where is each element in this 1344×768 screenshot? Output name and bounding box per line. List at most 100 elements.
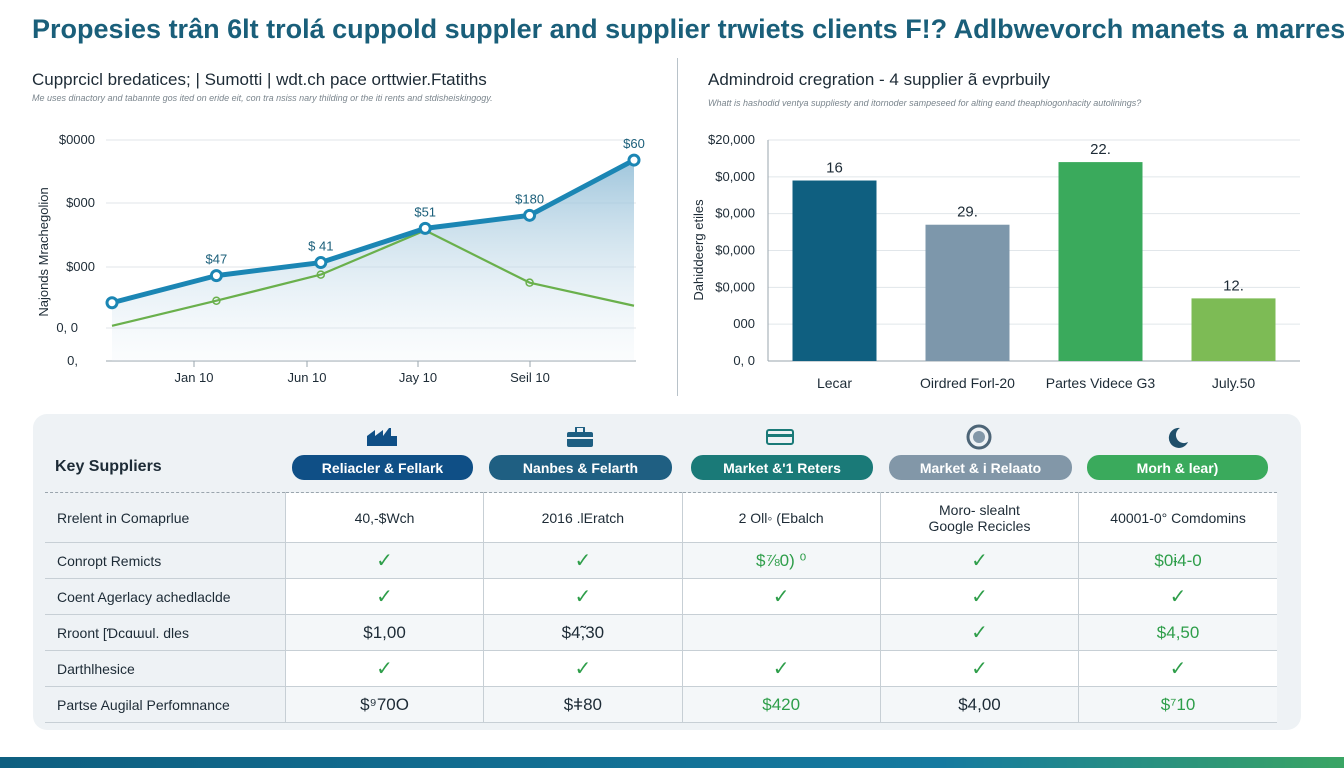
line-point: [105, 296, 119, 310]
line-y-tick-label: $000: [66, 259, 95, 274]
table-cell: ✓: [483, 650, 683, 687]
bar-y-axis-label: Dahiddeerg etiles: [691, 199, 706, 301]
panel-divider: [677, 58, 678, 396]
check-icon: ✓: [971, 586, 988, 608]
row-label: Darthlhesice: [45, 650, 286, 687]
check-icon: ✓: [971, 550, 988, 572]
table-cell: ✓: [483, 542, 683, 579]
check-icon: ✓: [574, 658, 592, 680]
bar-y-tick-label: $20,000: [708, 132, 755, 147]
card-icon: [765, 425, 795, 449]
line-point: [523, 208, 537, 222]
table-cell: $⅞0) ⁰: [682, 542, 881, 579]
table-cell: 2 Oll◦ (Ebalch: [682, 492, 881, 543]
left-chart-subtitle: Me uses dinactory and tabannte gos ited …: [32, 93, 493, 103]
check-icon: ✓: [1169, 658, 1187, 680]
table-cell: ✓: [285, 650, 485, 687]
table-cell: ✓: [682, 650, 881, 687]
table-cell: 40001-0° Comdomins: [1078, 492, 1277, 543]
bar-category-label: July.50: [1212, 375, 1256, 391]
bar-data-label: 22.: [1090, 141, 1111, 158]
badge-icon: [964, 424, 994, 450]
line-x-tick-label: Jun 10: [287, 370, 326, 385]
table-cell: $0ɨ4-0: [1078, 542, 1277, 579]
bar-category-label: Lecar: [817, 375, 852, 391]
table-cell: $⁷10: [1078, 686, 1277, 723]
column-header-1[interactable]: Reliacler & Fellark: [292, 455, 473, 480]
bar-data-label: 29.: [957, 204, 978, 221]
table-row: Conropt Remicts ✓ ✓ $⅞0) ⁰ ✓ $0ɨ4-0: [45, 542, 1277, 579]
line-point: [212, 296, 221, 305]
key-suppliers-label: Key Suppliers: [55, 458, 162, 475]
line-point: [209, 269, 223, 283]
right-chart-title: Admindroid cregration - 4 supplier ã evp…: [708, 70, 1051, 89]
cell-value: 2 Oll◦ (Ebalch: [738, 509, 824, 526]
cell-value: 40001-0° Comdomins: [1110, 509, 1246, 526]
bar-y-tick-label: $0,000: [715, 243, 755, 258]
cell-value: $420: [762, 694, 801, 714]
line-point: [316, 270, 326, 279]
table-cell: Moro- slealnt Google Recicles: [880, 492, 1080, 543]
column-header-4[interactable]: Market & i Relaato: [889, 455, 1072, 480]
column-header-3[interactable]: Market &'1 Reters: [691, 455, 873, 480]
table-cell: [682, 614, 881, 651]
cell-value: 2016 .lEratch: [541, 509, 625, 526]
line-data-label: $ 41: [308, 239, 333, 254]
line-x-tick-label: Jan 10: [174, 370, 213, 385]
table-cell: ✓: [880, 650, 1080, 687]
factory-icon: [367, 425, 397, 449]
suppliers-table: Rrelent in Comaprlue 40,-$Wch 2016 .lEratc…: [45, 492, 1277, 723]
line-series-2: [111, 229, 635, 327]
line-y-axis-label: Najonds Mrachegolion: [36, 187, 51, 316]
right-chart-subtitle: Whatt is hashodid ventya suppliesty and …: [708, 98, 1142, 108]
line-data-label: $47: [206, 252, 228, 267]
footer-bar: [0, 757, 1344, 768]
left-chart-title: Cupprcicl bredatices; | Sumotti | wdt.ch…: [32, 70, 487, 89]
line-y-tick-label: 0,: [67, 353, 78, 368]
cell-value: $0ɨ4-0: [1154, 550, 1202, 570]
table-cell: ✓: [1078, 578, 1277, 615]
cell-value: $ǂ80: [563, 694, 602, 714]
page-title: Propesies trân 6lt trolá cuppold suppler…: [32, 14, 1344, 44]
cell-value: $4,00: [958, 694, 1001, 714]
table-cell: ✓: [483, 578, 683, 615]
line-y-tick-label: 0, 0: [56, 320, 78, 335]
table-cell: $1,00: [285, 614, 485, 651]
table-cell: ✓: [682, 578, 881, 615]
table-cell: ✓: [1078, 650, 1277, 687]
cell-value: $⅞0) ⁰: [756, 550, 807, 570]
line-data-label: $60: [623, 136, 645, 151]
cell-value: $⁹70O: [360, 694, 409, 714]
line-x-tick-label: Jay 10: [399, 370, 437, 385]
line-x-tick-label: Seil 10: [510, 370, 550, 385]
line-point: [418, 221, 432, 235]
line-y-tick-label: $000: [66, 195, 95, 210]
moon-icon: [1163, 425, 1193, 449]
table-cell: $420: [682, 686, 881, 723]
table-cell: $4,50: [1078, 614, 1277, 651]
table-row: Darthlhesice ✓ ✓ ✓ ✓ ✓: [45, 650, 1277, 687]
table-row: Rroont [Ɗcɑɯul. dles $1,00 $4̃,30 ✓ $4,50: [45, 614, 1277, 651]
table-cell: 40,-$Wch: [285, 492, 485, 543]
bar-2: [925, 224, 1010, 361]
line-point: [627, 153, 641, 167]
table-cell: 2016 .lEratch: [483, 492, 683, 543]
line-data-label: $51: [414, 204, 436, 219]
bar-4: [1191, 298, 1276, 361]
check-icon: ✓: [971, 658, 988, 680]
cell-value: $4̃,30: [561, 622, 605, 642]
check-icon: ✓: [376, 550, 393, 572]
check-icon: ✓: [971, 622, 988, 644]
line-point: [525, 278, 534, 287]
cell-value: $4,50: [1156, 622, 1200, 642]
line-data-label: $180: [515, 191, 544, 206]
line-point: [314, 256, 328, 270]
check-icon: ✓: [574, 586, 592, 608]
table-row: Coent Agerlacy achedlaclde ✓ ✓ ✓ ✓ ✓: [45, 578, 1277, 615]
bar-data-label: 16: [826, 160, 843, 177]
table-cell: ✓: [880, 578, 1080, 615]
column-header-5[interactable]: Morh & lear): [1087, 455, 1268, 480]
bar-3: [1058, 162, 1143, 361]
table-row: Partse Augilal Perfomnance $⁹70O $ǂ80 $420 $…: [45, 686, 1277, 723]
column-header-2[interactable]: Nanbes & Felarth: [489, 455, 672, 480]
